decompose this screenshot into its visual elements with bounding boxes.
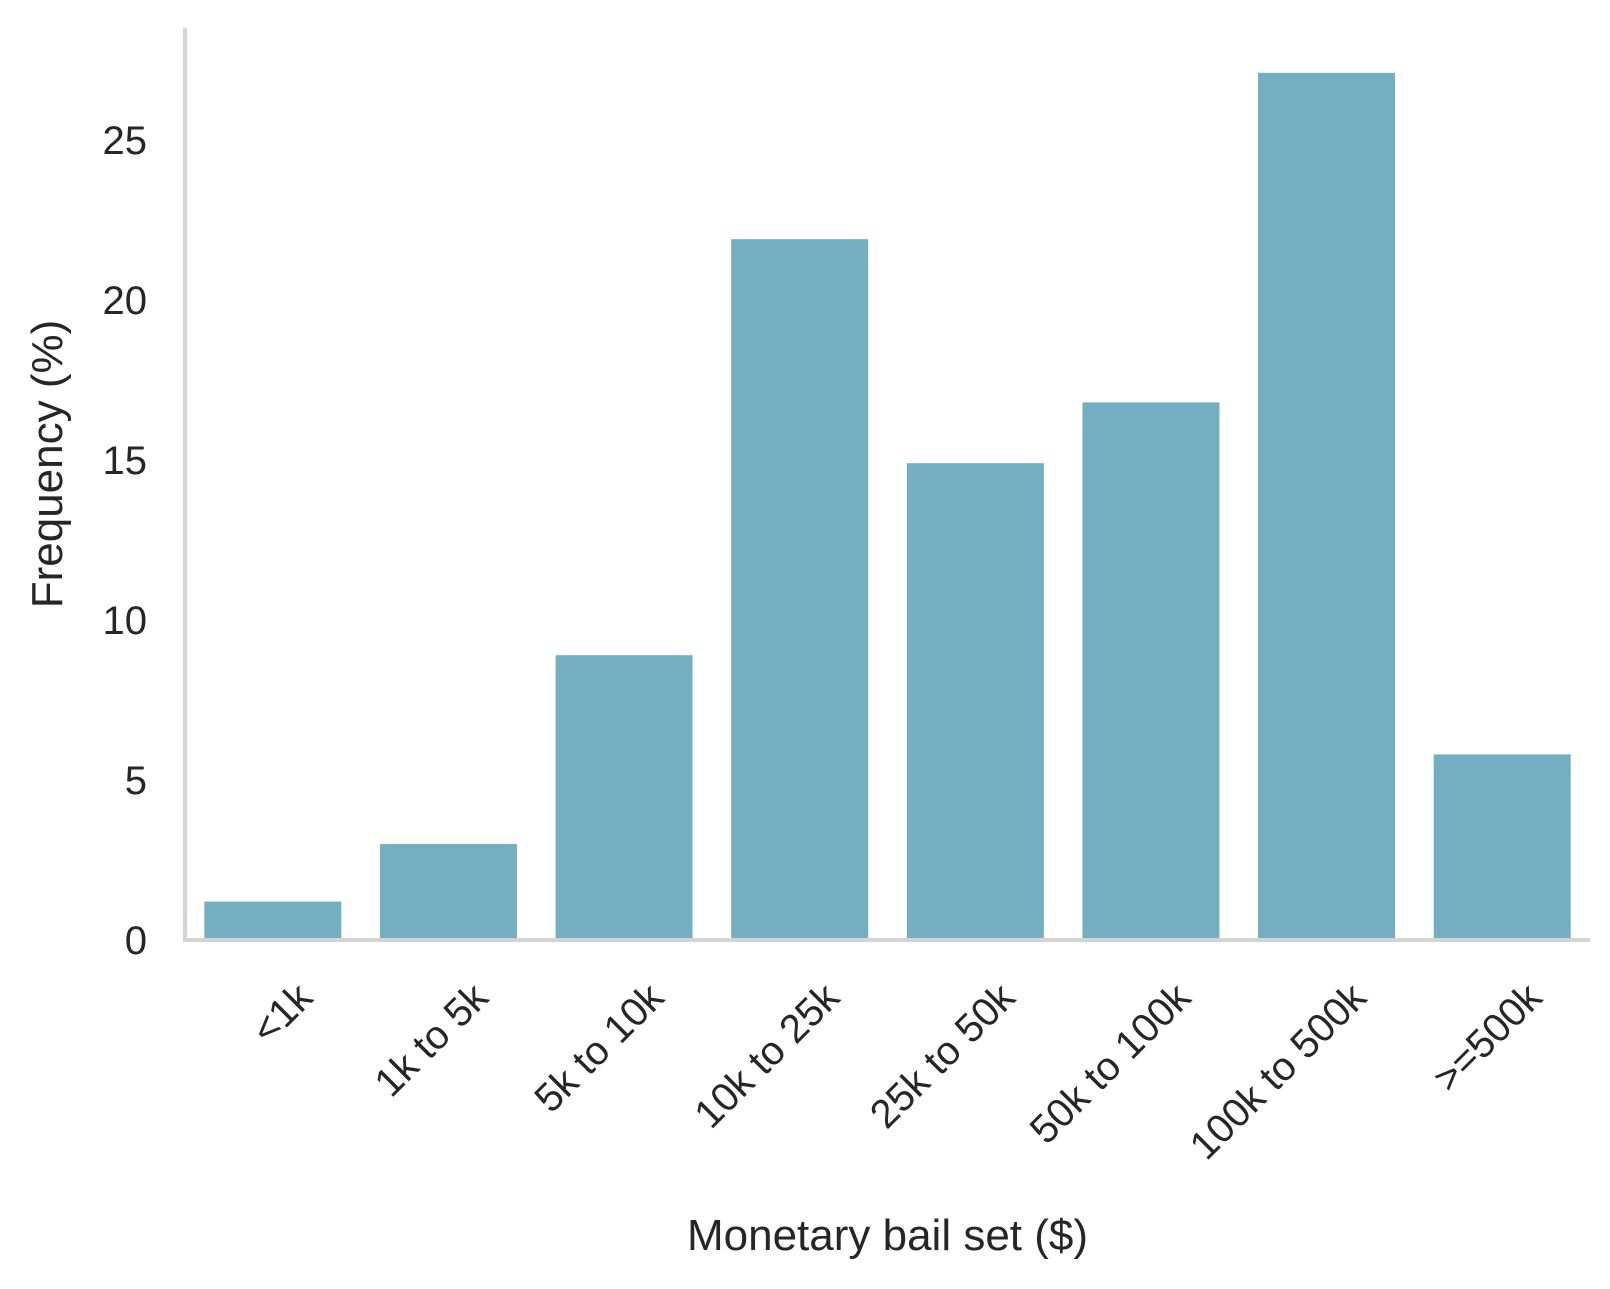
y-tick-label-2: 10 xyxy=(103,599,148,643)
y-axis-label: Frequency (%) xyxy=(23,320,72,609)
x-tick-label-6: 100k to 500k xyxy=(1182,974,1376,1168)
y-tick-label-4: 20 xyxy=(103,279,148,323)
bar-1 xyxy=(379,844,517,940)
x-tick-label-2: 5k to 10k xyxy=(526,974,673,1121)
bars-group xyxy=(204,72,1571,941)
x-ticks-group: <1k 1k to 5k 5k to 10k 10k to 25k 25k to 50k… xyxy=(243,974,1551,1168)
bar-0 xyxy=(204,901,342,940)
bar-3 xyxy=(731,239,869,940)
bar-5 xyxy=(1082,402,1220,940)
x-tick-label-5: 50k to 100k xyxy=(1022,974,1200,1152)
bar-2 xyxy=(555,655,693,940)
x-tick-label-7: >=500k xyxy=(1425,974,1551,1100)
bar-4 xyxy=(906,463,1044,940)
y-ticks-group: 0 5 10 15 20 25 xyxy=(103,119,148,963)
x-tick-label-3: 10k to 25k xyxy=(686,974,848,1136)
y-tick-label-3: 15 xyxy=(103,439,148,483)
x-tick-label-4: 25k to 50k xyxy=(862,974,1024,1136)
x-tick-label-1: 1k to 5k xyxy=(366,974,497,1105)
bar-7 xyxy=(1433,754,1571,940)
y-tick-label-1: 5 xyxy=(125,759,147,803)
bar-6 xyxy=(1258,72,1396,941)
y-tick-label-5: 25 xyxy=(103,119,148,163)
x-axis-label: Monetary bail set ($) xyxy=(687,1211,1088,1260)
x-tick-label-0: <1k xyxy=(243,974,321,1052)
y-tick-label-0: 0 xyxy=(125,919,147,963)
